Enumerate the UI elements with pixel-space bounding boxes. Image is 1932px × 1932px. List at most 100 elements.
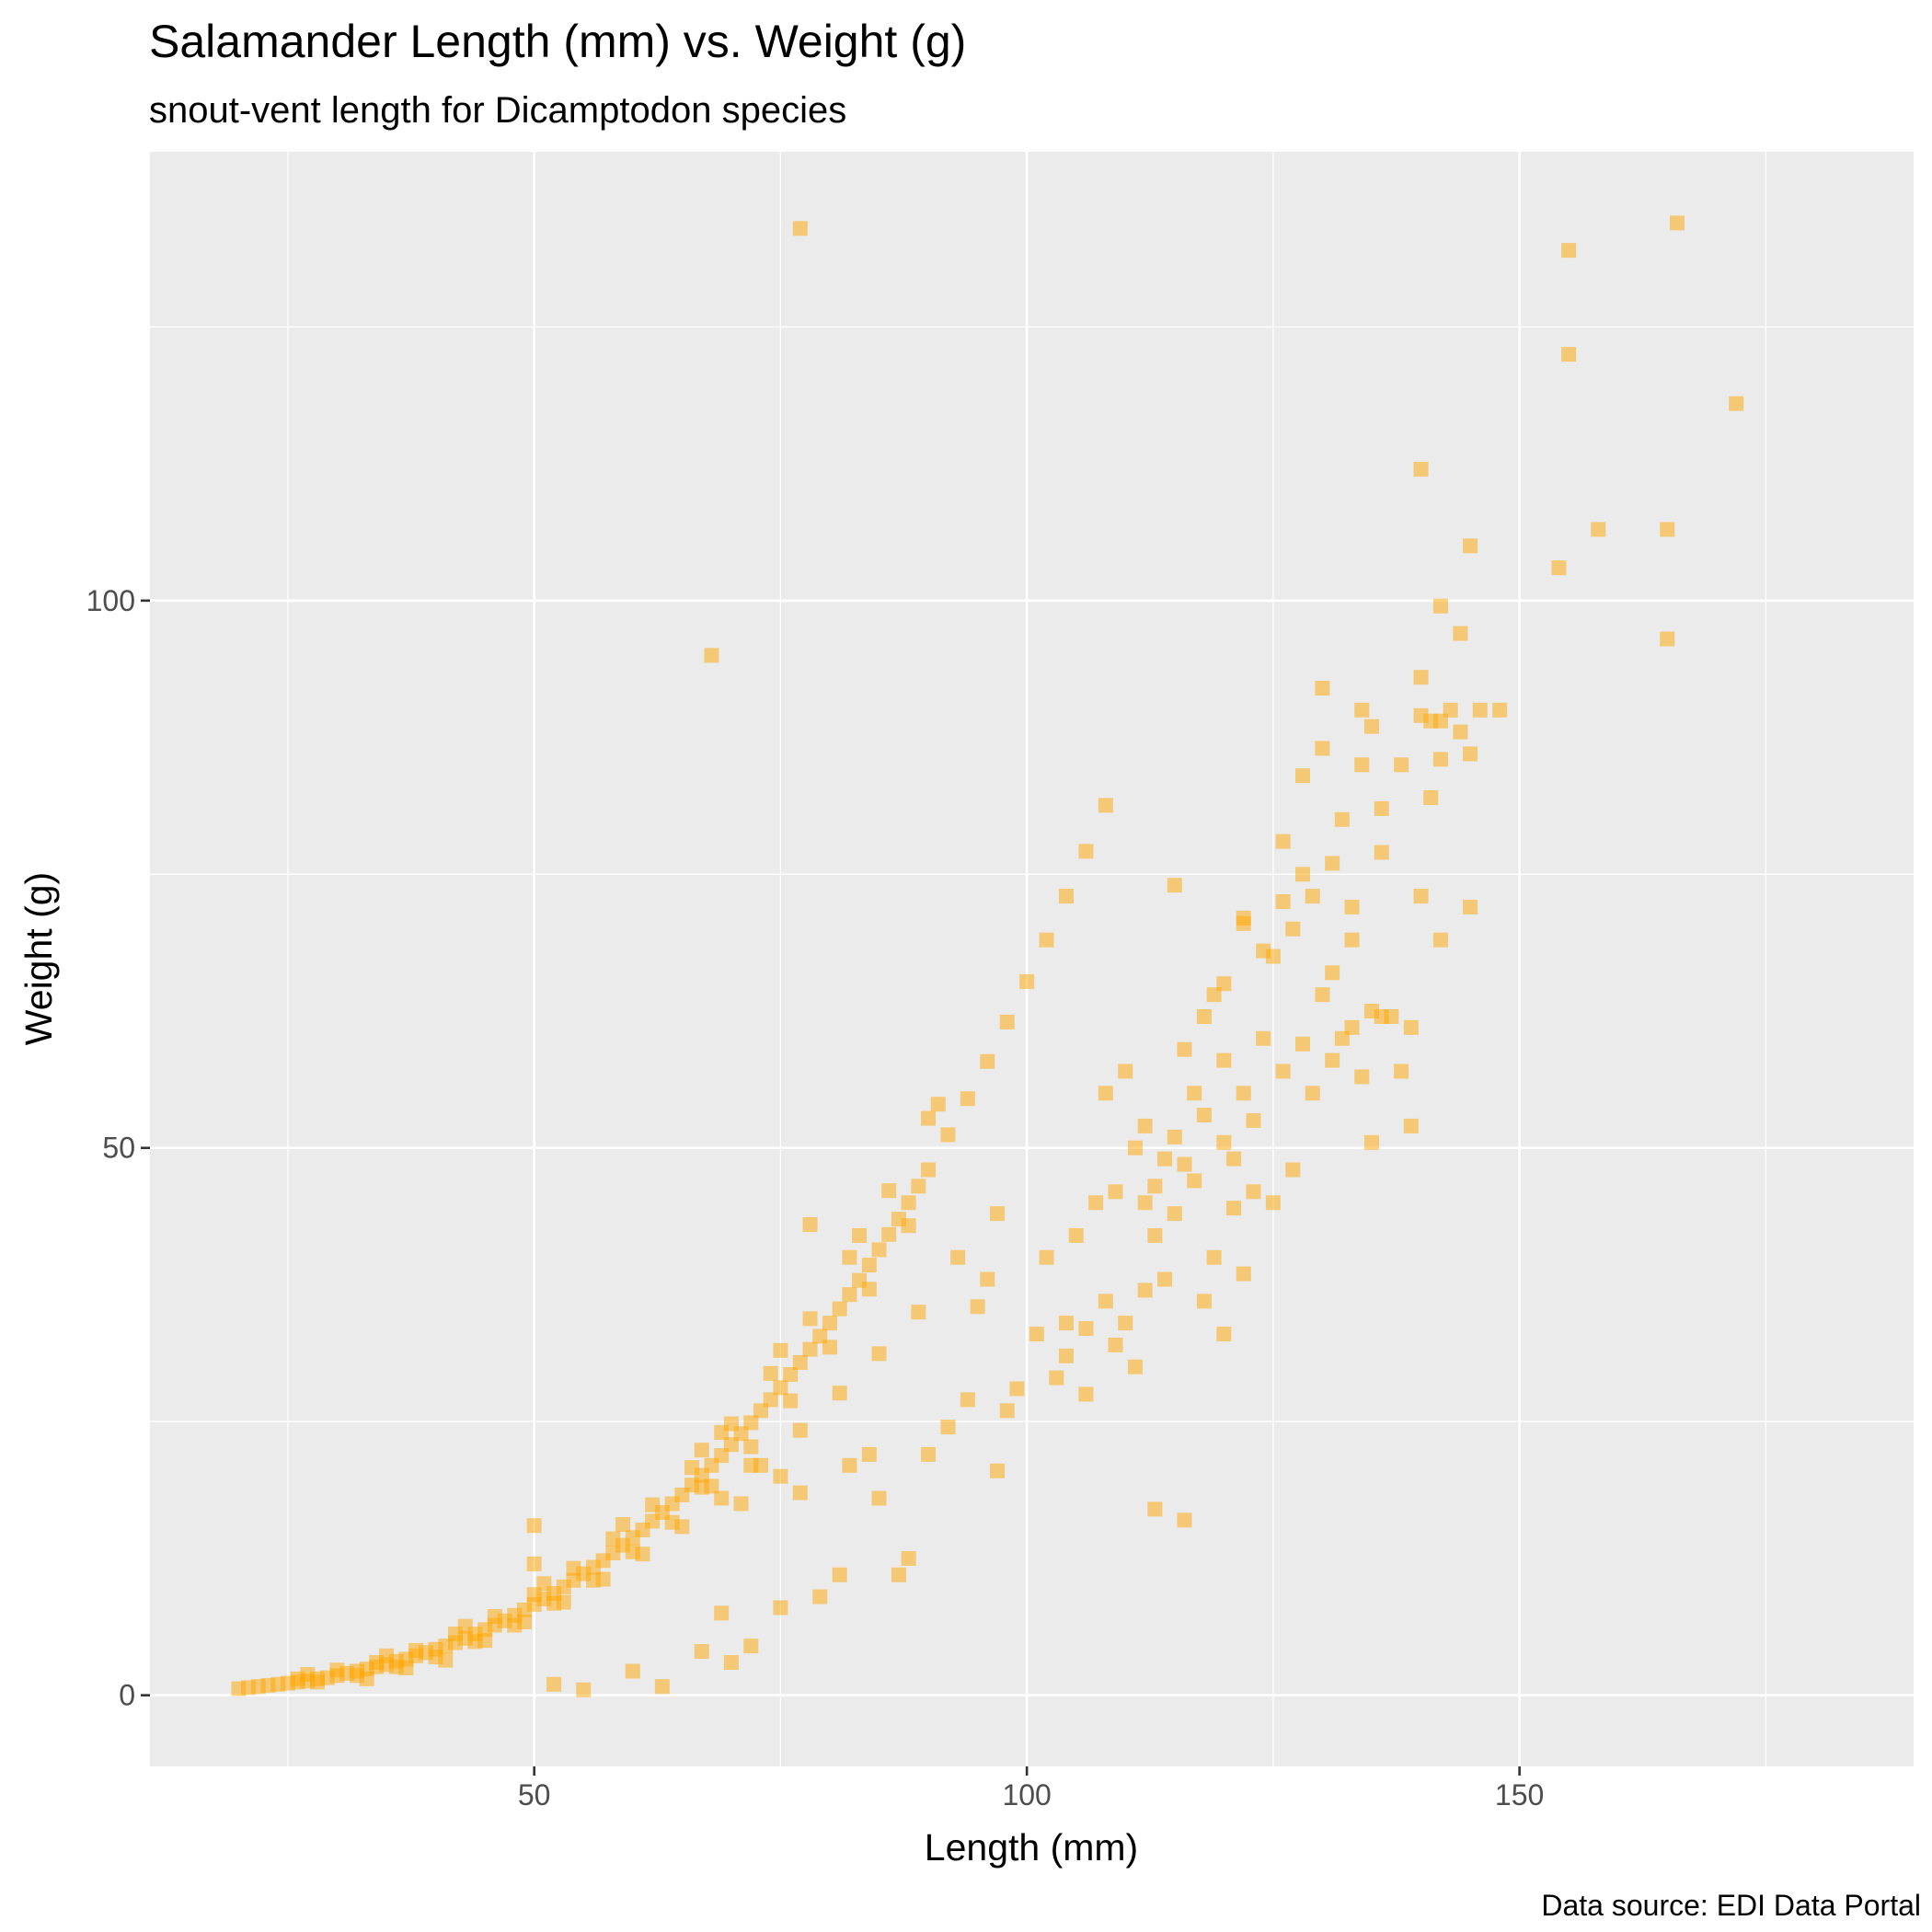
data-point xyxy=(1660,631,1675,647)
data-point xyxy=(842,1287,857,1303)
data-point xyxy=(1216,1052,1232,1068)
data-point xyxy=(477,1633,493,1649)
data-point xyxy=(990,1206,1006,1222)
data-point xyxy=(1413,462,1429,477)
data-point xyxy=(1492,702,1508,718)
data-point xyxy=(1344,1019,1360,1035)
data-point xyxy=(300,1667,316,1683)
data-point xyxy=(1669,215,1685,231)
data-point xyxy=(1167,1206,1182,1222)
data-point xyxy=(1187,1086,1202,1101)
data-point xyxy=(1216,1327,1232,1342)
data-point xyxy=(1137,1118,1153,1133)
data-point xyxy=(1374,845,1389,860)
data-point xyxy=(1551,560,1567,576)
data-point xyxy=(773,1468,788,1484)
data-point xyxy=(1394,757,1409,773)
data-point xyxy=(526,1556,542,1571)
data-point xyxy=(921,1446,937,1462)
data-point xyxy=(1344,899,1360,914)
data-point xyxy=(1265,1195,1281,1211)
data-point xyxy=(1403,1019,1419,1035)
data-point xyxy=(1453,626,1468,641)
data-point xyxy=(1384,1008,1399,1024)
x-tick-label: 50 xyxy=(518,1778,551,1811)
data-point xyxy=(1177,1512,1192,1528)
data-point xyxy=(783,1367,799,1383)
grid xyxy=(150,152,1914,1766)
data-point xyxy=(1334,811,1350,827)
data-point xyxy=(950,1249,966,1265)
data-point xyxy=(1226,1201,1242,1216)
data-point xyxy=(792,1485,808,1501)
data-point xyxy=(832,1301,847,1317)
data-point xyxy=(1561,243,1577,259)
data-points xyxy=(231,215,1744,1697)
data-point xyxy=(1344,932,1360,948)
panel-background xyxy=(150,152,1914,1766)
y-axis-title: Weight (g) xyxy=(17,872,60,1045)
data-point xyxy=(1315,987,1330,1003)
data-point xyxy=(1216,1134,1232,1150)
data-point xyxy=(1354,702,1370,718)
data-point xyxy=(1187,1173,1202,1189)
data-point xyxy=(1354,757,1370,773)
data-point xyxy=(1463,899,1478,914)
data-point xyxy=(1275,894,1291,910)
y-tick-label: 0 xyxy=(119,1679,135,1712)
data-point xyxy=(1256,943,1271,959)
data-point xyxy=(526,1518,542,1534)
data-point xyxy=(1374,800,1389,816)
data-point xyxy=(940,1127,956,1143)
data-point xyxy=(921,1110,937,1126)
data-point xyxy=(704,648,719,663)
data-point xyxy=(723,1654,739,1670)
data-point xyxy=(871,1490,887,1506)
data-point xyxy=(792,1354,808,1370)
data-point xyxy=(1236,910,1251,926)
data-point xyxy=(1463,746,1478,762)
data-point xyxy=(1206,1249,1222,1265)
data-point xyxy=(1285,921,1301,937)
data-point xyxy=(1295,768,1311,784)
data-point xyxy=(714,1490,730,1506)
data-point xyxy=(1108,1337,1123,1352)
data-point xyxy=(1729,396,1744,411)
data-point xyxy=(901,1218,916,1234)
data-point xyxy=(773,1342,788,1358)
data-point xyxy=(1413,889,1429,904)
data-point xyxy=(960,1091,975,1107)
data-point xyxy=(970,1299,985,1315)
data-point xyxy=(1275,834,1291,849)
data-point xyxy=(1363,719,1379,734)
data-point xyxy=(684,1460,700,1476)
data-point xyxy=(881,1226,897,1242)
data-point xyxy=(792,221,808,236)
data-point xyxy=(1127,1140,1143,1156)
data-point xyxy=(1236,1266,1251,1282)
data-point xyxy=(1394,1064,1409,1079)
data-point xyxy=(773,1600,788,1616)
data-point xyxy=(1019,973,1035,989)
data-point xyxy=(1078,844,1094,859)
data-point xyxy=(861,1446,877,1462)
data-point xyxy=(1246,1184,1261,1200)
data-point xyxy=(1088,1195,1104,1211)
x-axis-title: Length (mm) xyxy=(925,1826,1138,1869)
x-tick-label: 100 xyxy=(1002,1778,1051,1811)
data-point xyxy=(1049,1370,1064,1386)
data-point xyxy=(1363,1134,1379,1150)
data-point xyxy=(1098,1086,1113,1101)
data-point xyxy=(714,1605,730,1621)
data-point xyxy=(763,1392,778,1408)
data-point xyxy=(1432,598,1448,614)
chart-title: Salamander Length (mm) vs. Weight (g) xyxy=(149,16,966,67)
data-point xyxy=(1453,724,1468,740)
data-point xyxy=(1068,1227,1084,1243)
data-point xyxy=(743,1639,759,1654)
data-point xyxy=(694,1479,709,1495)
data-point xyxy=(1216,976,1232,992)
data-point xyxy=(763,1365,778,1381)
data-point xyxy=(1058,1348,1074,1363)
